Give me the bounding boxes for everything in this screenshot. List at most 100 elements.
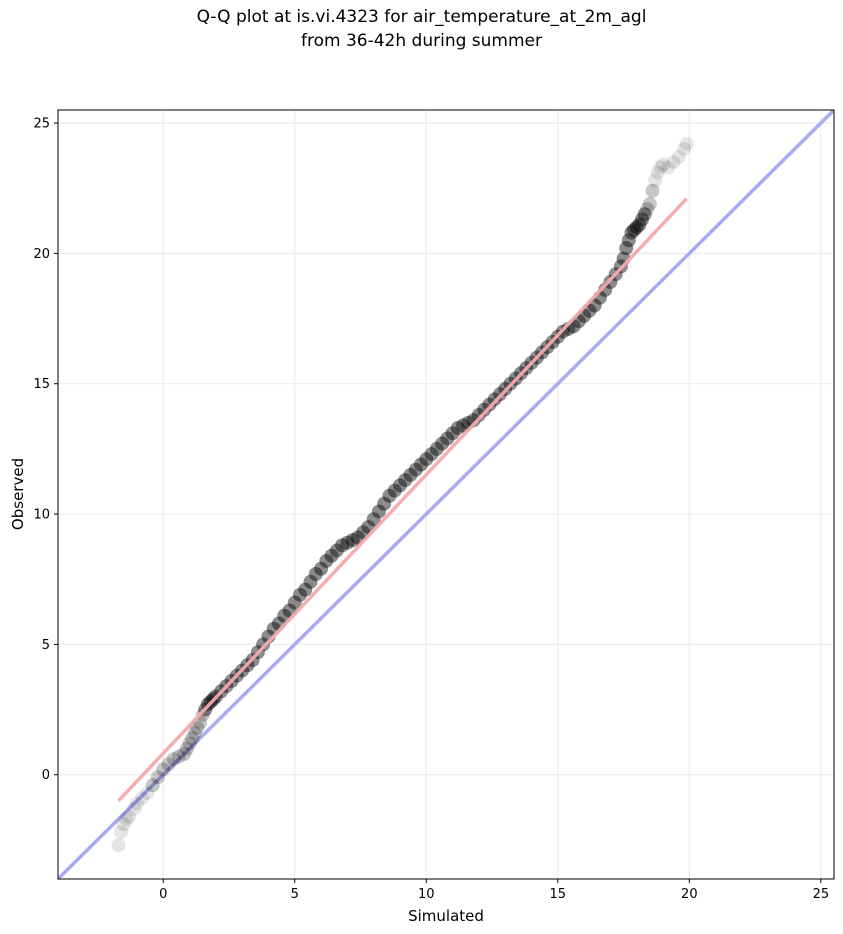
data-point (161, 757, 176, 772)
data-point (645, 183, 660, 198)
data-point (119, 812, 134, 827)
data-point (329, 543, 344, 558)
data-point (382, 488, 397, 503)
data-point (624, 225, 639, 240)
x-tick-label: 20 (681, 887, 698, 902)
x-axis-label: Simulated (408, 907, 484, 925)
data-point (366, 512, 381, 527)
data-point (450, 421, 465, 436)
data-point (256, 637, 271, 652)
data-point (414, 457, 429, 472)
data-point (679, 136, 694, 151)
data-point (122, 809, 137, 824)
data-point (116, 817, 131, 832)
data-point (150, 770, 165, 785)
plot-frame (57, 109, 835, 880)
data-point (308, 567, 323, 582)
data-point (640, 202, 655, 217)
x-tick-label: 10 (418, 887, 435, 902)
data-point (648, 173, 663, 188)
data-point (179, 741, 194, 756)
data-point (629, 220, 644, 235)
data-point (298, 582, 313, 597)
y-tick-label: 20 (33, 247, 50, 262)
data-point (293, 587, 308, 602)
data-point (135, 791, 150, 806)
reference-lines (58, 110, 834, 879)
fit-line (117, 197, 688, 802)
data-point (156, 762, 171, 777)
data-point (335, 538, 350, 553)
chart-subtitle: from 36-42h during summer (301, 31, 542, 51)
data-point (319, 553, 334, 568)
data-point (114, 825, 129, 840)
data-point (340, 535, 355, 550)
data-point (127, 801, 142, 816)
data-point (287, 595, 302, 610)
data-point (419, 452, 434, 467)
data-point (656, 157, 671, 172)
data-points (111, 136, 694, 853)
data-point (671, 149, 686, 164)
data-point (185, 731, 200, 746)
data-point (487, 392, 502, 407)
y-axis-label: Observed (9, 458, 27, 530)
data-point (482, 397, 497, 412)
data-point (466, 413, 481, 428)
data-point (398, 473, 413, 488)
x-tick-label: 0 (159, 887, 167, 902)
data-point (661, 160, 676, 175)
data-point (371, 504, 386, 519)
data-point (653, 160, 668, 175)
data-point (619, 241, 634, 256)
data-point (111, 838, 126, 853)
data-point (387, 483, 402, 498)
grid (58, 110, 834, 879)
y-tick-label: 25 (33, 117, 50, 132)
y-tick-label: 10 (33, 508, 50, 523)
data-point (642, 196, 657, 211)
data-point (345, 533, 360, 548)
data-point (145, 778, 160, 793)
data-point (403, 467, 418, 482)
data-point (140, 785, 155, 800)
data-point (471, 407, 486, 422)
data-point (435, 436, 450, 451)
y-tick-label: 5 (42, 638, 50, 653)
chart-title: Q-Q plot at is.vi.4323 for air_temperatu… (196, 7, 647, 27)
x-tick-label: 15 (550, 887, 567, 902)
data-point (632, 217, 647, 232)
data-point (392, 478, 407, 493)
data-point (627, 222, 642, 237)
data-point (182, 736, 197, 751)
data-point (408, 462, 423, 477)
data-point (190, 720, 205, 735)
data-point (621, 233, 636, 248)
data-point (677, 142, 692, 157)
data-point (429, 441, 444, 456)
y-tick-label: 15 (33, 377, 50, 392)
data-point (187, 726, 202, 741)
data-point (477, 402, 492, 417)
data-point (324, 548, 339, 563)
x-tick-label: 25 (813, 887, 830, 902)
data-point (172, 749, 187, 764)
x-axis-ticks: 0 5 10 15 20 25 (159, 879, 829, 902)
x-tick-label: 5 (291, 887, 299, 902)
data-point (650, 165, 665, 180)
data-point (166, 752, 181, 767)
data-point (377, 496, 392, 511)
data-point (445, 426, 460, 441)
data-point (424, 447, 439, 462)
data-point (634, 212, 649, 227)
y-axis-ticks: 0 5 10 15 20 25 (33, 117, 58, 783)
data-point (666, 155, 681, 170)
data-point (177, 746, 192, 761)
identity-line (58, 110, 834, 879)
y-tick-label: 0 (42, 768, 50, 783)
data-point (440, 431, 455, 446)
data-point (456, 418, 471, 433)
data-point (637, 207, 652, 222)
data-point (129, 796, 144, 811)
